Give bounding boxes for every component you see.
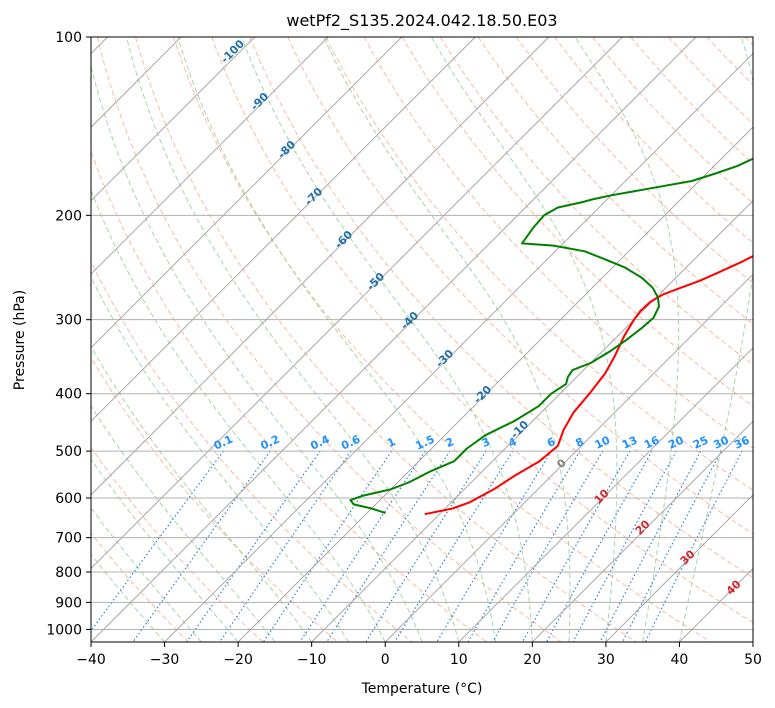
mixing-ratio-label: 20	[666, 433, 686, 451]
x-tick-label: 40	[671, 652, 689, 668]
y-tick-label: 100	[55, 30, 82, 46]
moist-adiabat-line	[91, 458, 239, 642]
y-tick-label: 500	[55, 444, 82, 460]
isotherm-line	[91, 37, 550, 496]
y-tick-label: 800	[55, 565, 82, 581]
moist-adiabat-line	[241, 37, 533, 642]
mixing-ratio-label: 10	[593, 433, 613, 451]
isotherm-line	[91, 37, 476, 423]
plot-frame	[90, 36, 754, 643]
moist-adiabats	[91, 37, 753, 642]
moist-adiabat-line	[323, 37, 571, 642]
x-tick-label: 20	[523, 652, 541, 668]
isotherm-line	[91, 37, 623, 570]
dry-adiabat-line	[91, 260, 413, 642]
isotherm-line	[91, 37, 329, 275]
mixing-ratio-line	[546, 450, 653, 642]
y-tick-label: 1000	[46, 622, 82, 638]
y-tick-label: 300	[55, 313, 82, 329]
x-axis-ticks: −40 −30 −20 −10 0 10 20 30 40 50	[76, 642, 762, 668]
dry-adiabat-line	[91, 356, 339, 642]
mixing-ratio-line	[644, 450, 743, 642]
mixing-ratio-label: 36	[732, 433, 752, 451]
moist-adiabat-line	[574, 37, 680, 642]
moist-adiabat-line	[177, 37, 497, 642]
moist-adiabat-line	[91, 275, 349, 642]
profile-series	[349, 157, 753, 516]
y-axis-ticks: 100 200 300 400 500 600 700 800 900 1000	[46, 30, 91, 638]
moist-adiabat-line	[430, 37, 618, 642]
y-tick-label: 600	[55, 491, 82, 507]
dry-adiabat-line	[325, 37, 753, 492]
mixing-ratio-lines	[91, 450, 743, 642]
dry-adiabat-line	[91, 446, 264, 642]
mixing-ratio-line	[186, 450, 321, 642]
moist-adiabat-line	[91, 188, 386, 642]
mixing-ratio-line	[91, 450, 224, 632]
x-axis-title: Temperature (°C)	[361, 681, 483, 697]
x-tick-label: −40	[76, 652, 106, 668]
x-tick-label: −20	[223, 652, 253, 668]
mixing-ratio-line	[492, 450, 604, 642]
x-tick-label: −10	[297, 652, 327, 668]
dry-adiabat-line	[401, 37, 753, 407]
mixing-ratio-line	[522, 450, 631, 642]
dry-adiabat-line	[439, 37, 753, 366]
dewpoint-profile	[349, 157, 753, 514]
dry-adiabat-line	[96, 37, 562, 642]
isotherm-line	[311, 199, 753, 642]
mixing-ratio-label: 25	[691, 434, 710, 452]
moist-adiabat-line	[678, 37, 753, 642]
dry-adiabat-line	[515, 37, 753, 284]
dry-adiabat-line	[173, 37, 711, 642]
isotherm-line	[91, 37, 697, 642]
dry-adiabats	[91, 37, 753, 642]
mixing-ratio-line	[622, 450, 722, 642]
mixing-ratio-line	[572, 450, 677, 642]
isotherm-line	[237, 126, 753, 642]
dry-adiabat-line	[249, 37, 753, 579]
x-tick-label: −30	[150, 652, 180, 668]
dry-adiabat-line	[211, 37, 753, 624]
mixing-ratio-line	[599, 450, 702, 642]
isotherms	[91, 37, 753, 642]
isotherm-line	[605, 494, 753, 642]
y-tick-label: 700	[55, 531, 82, 547]
isotherm-line	[458, 347, 753, 642]
y-tick-label: 400	[55, 387, 82, 403]
dry-adiabat-line	[287, 37, 753, 535]
y-axis-title: Pressure (hPa)	[12, 290, 28, 390]
moist-adiabat-line	[91, 64, 423, 642]
dry-adiabat-line	[135, 37, 637, 642]
isotherm-line	[531, 420, 753, 642]
y-tick-label: 900	[55, 595, 82, 611]
x-tick-label: 30	[597, 652, 615, 668]
mixing-ratio-label: 30	[711, 433, 731, 451]
isotherm-line	[91, 37, 256, 202]
mixing-ratio-label: 13	[620, 434, 639, 452]
moist-adiabat-line	[126, 37, 460, 642]
x-tick-label: 10	[450, 652, 468, 668]
mixing-ratio-label: 16	[642, 433, 662, 451]
chart-title: wetPf2_S135.2024.042.18.50.E03	[286, 11, 557, 31]
mixing-ratio-line	[299, 450, 426, 642]
isotherm-line	[164, 52, 753, 642]
moist-adiabat-line	[91, 405, 276, 642]
x-tick-label: 0	[381, 652, 390, 668]
mixing-ratio-line	[219, 450, 352, 642]
temperature-profile	[424, 255, 753, 516]
mixing-ratio-line	[263, 450, 392, 642]
dry-adiabat-line	[554, 37, 753, 244]
isotherm-line	[384, 273, 753, 642]
isotherm-line	[91, 37, 403, 349]
pressure-gridlines	[91, 37, 753, 630]
dry-adiabat-line	[630, 37, 753, 165]
x-tick-label: 50	[744, 652, 762, 668]
y-tick-label: 200	[55, 208, 82, 224]
